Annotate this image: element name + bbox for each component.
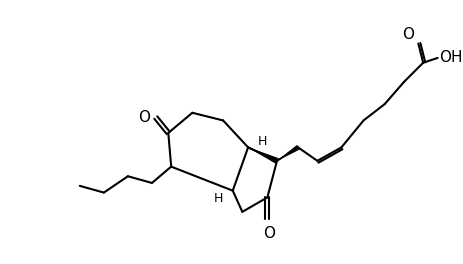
Text: O: O: [138, 110, 150, 125]
Text: O: O: [263, 226, 275, 241]
Polygon shape: [277, 146, 299, 161]
Text: H: H: [258, 135, 267, 148]
Polygon shape: [248, 147, 278, 163]
Text: O: O: [402, 27, 414, 42]
Text: OH: OH: [439, 50, 463, 65]
Text: H: H: [214, 192, 223, 205]
